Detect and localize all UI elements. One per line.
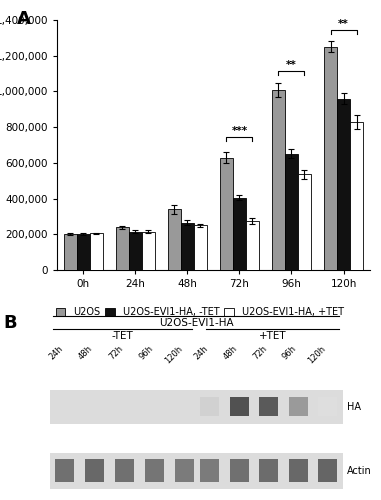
Text: 72h: 72h: [251, 344, 269, 362]
Bar: [337, 98, 350, 270]
Text: HA: HA: [347, 402, 361, 412]
Text: 24h: 24h: [192, 344, 210, 362]
Bar: [55, 460, 74, 481]
Bar: [145, 460, 164, 481]
Bar: [259, 398, 278, 416]
Bar: [289, 460, 308, 481]
Bar: [350, 122, 363, 270]
Bar: [194, 226, 207, 270]
Bar: [64, 234, 77, 270]
Bar: [77, 234, 90, 270]
Bar: [200, 398, 219, 416]
Text: Actin: Actin: [347, 466, 371, 475]
Bar: [142, 232, 155, 270]
Bar: [230, 398, 249, 416]
Bar: [116, 227, 129, 270]
Text: -TET: -TET: [112, 331, 134, 341]
Text: A: A: [16, 10, 30, 28]
Bar: [259, 460, 278, 481]
Text: **: **: [286, 60, 297, 70]
Text: 120h: 120h: [163, 344, 185, 366]
Text: 48h: 48h: [221, 344, 239, 362]
Text: 24h: 24h: [47, 344, 65, 362]
Legend: U2OS, U2OS-EVI1-HA, -TET, U2OS-EVI1-HA, +TET: U2OS, U2OS-EVI1-HA, -TET, U2OS-EVI1-HA, …: [56, 308, 344, 318]
Text: +TET: +TET: [259, 331, 286, 341]
Bar: [129, 232, 142, 270]
Bar: [181, 222, 194, 270]
Bar: [175, 460, 194, 481]
Bar: [230, 460, 249, 481]
Text: ***: ***: [231, 126, 247, 136]
Text: 72h: 72h: [107, 344, 125, 362]
Bar: [168, 210, 181, 270]
Text: 120h: 120h: [306, 344, 328, 366]
Bar: [246, 221, 259, 270]
Bar: [324, 47, 337, 270]
Text: 48h: 48h: [77, 344, 95, 362]
Bar: [200, 460, 219, 481]
Text: 96h: 96h: [280, 344, 298, 362]
Text: U2OS-EVI1-HA: U2OS-EVI1-HA: [159, 318, 234, 328]
Text: **: **: [338, 20, 349, 30]
Bar: [220, 158, 233, 270]
Text: B: B: [4, 314, 18, 332]
Bar: [50, 452, 343, 488]
Text: 96h: 96h: [137, 344, 155, 362]
Bar: [318, 460, 337, 481]
Bar: [318, 398, 337, 416]
Bar: [233, 198, 246, 270]
Bar: [289, 398, 308, 416]
Bar: [272, 90, 285, 270]
Bar: [90, 234, 103, 270]
Bar: [85, 460, 104, 481]
Bar: [298, 174, 311, 270]
Bar: [285, 154, 298, 270]
Bar: [50, 390, 343, 424]
Bar: [115, 460, 134, 481]
